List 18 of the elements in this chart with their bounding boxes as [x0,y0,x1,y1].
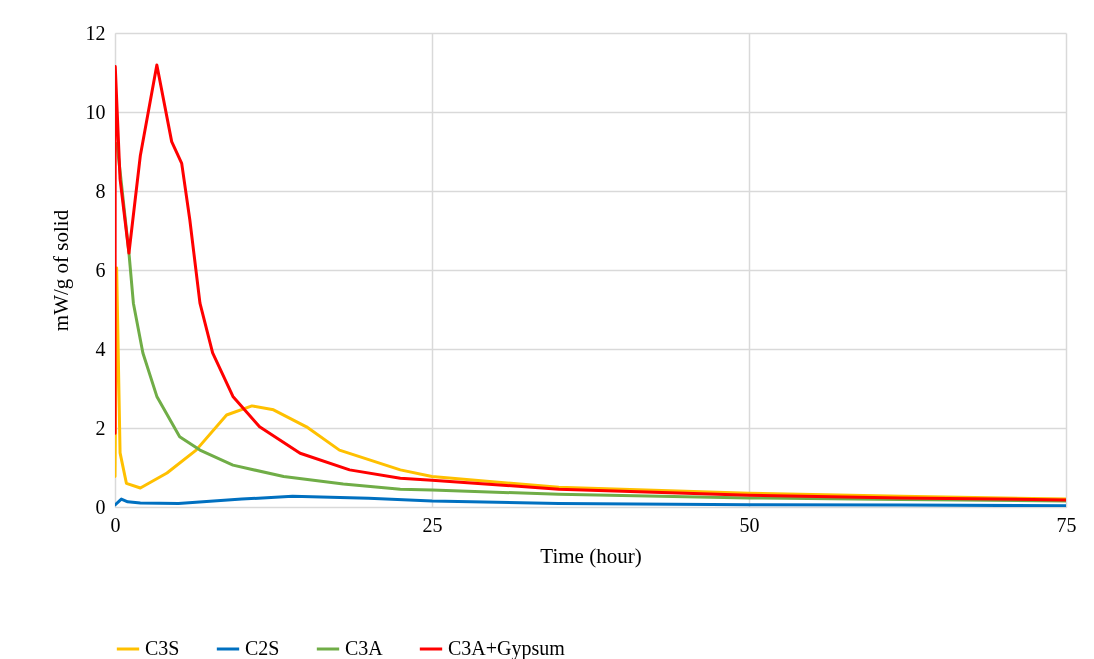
y-tick-label: 12 [85,21,106,44]
y-tick-label: 10 [85,100,106,123]
x-tick-label: 0 [110,513,121,536]
y-axis-title: mW/g of solid [48,209,73,332]
legend-label: C3A+Gypsum [448,637,566,659]
line-series [115,63,1066,502]
y-tick-label: 0 [95,495,106,518]
y-tick-label: 2 [95,416,106,439]
y-tick-label: 4 [95,337,106,360]
x-tick-label: 75 [1056,513,1077,536]
x-tick-label: 25 [422,513,443,536]
y-tick-label: 6 [95,258,106,281]
legend-label: C3S [145,637,180,659]
legend-label: C3A [345,637,384,659]
legend-label: C2S [245,637,280,659]
y-tick-label: 8 [95,179,106,202]
x-tick-label: 50 [739,513,760,536]
x-axis-title: Time (hour) [540,543,642,568]
